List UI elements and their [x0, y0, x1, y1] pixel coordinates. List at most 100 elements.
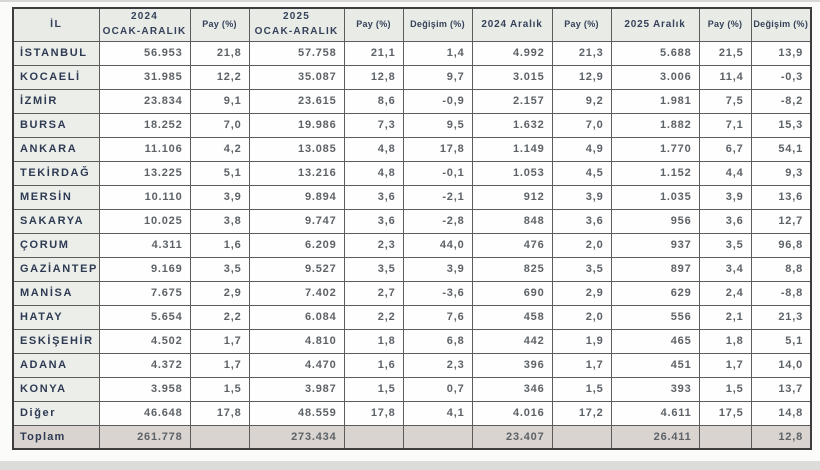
value-cell: 1,8 [343, 328, 404, 354]
value-cell: 5,1 [750, 328, 812, 354]
value-cell: 9.169 [98, 256, 191, 282]
value-cell: 3,4 [698, 256, 752, 282]
value-cell: 1.149 [471, 136, 553, 162]
column-header: Pay (%) [189, 7, 250, 42]
bottom-bar [0, 461, 820, 470]
value-cell: 3,9 [698, 184, 752, 210]
value-cell: 13.225 [98, 160, 191, 186]
value-cell: 7,3 [343, 112, 404, 138]
value-cell: 5.688 [610, 40, 700, 66]
value-cell: 9.894 [248, 184, 345, 210]
column-header: 2025 OCAK-ARALIK [248, 7, 345, 42]
table-row: ÇORUM 4.311 1,6 6.209 2,3 44,0 476 2,0 937 3,5 96,… [12, 232, 812, 258]
value-cell: 6,8 [402, 328, 473, 354]
value-cell: 7,0 [189, 112, 250, 138]
table-row: Diğer 46.648 17,8 48.559 17,8 4,1 4.016 17,2 4.6… [12, 400, 812, 426]
value-cell: 17,8 [189, 400, 250, 426]
row-label-cell: BURSA [12, 112, 100, 138]
value-cell: -0,3 [750, 64, 812, 90]
value-cell: 912 [471, 184, 553, 210]
value-cell: 21,3 [750, 304, 812, 330]
value-cell: 26.411 [610, 424, 700, 450]
value-cell: 7,5 [698, 88, 752, 114]
value-cell: 2,9 [189, 280, 250, 306]
value-cell: 13,7 [750, 376, 812, 402]
value-cell: 1,5 [551, 376, 612, 402]
value-cell: 3,9 [402, 256, 473, 282]
value-cell: 3,8 [189, 208, 250, 234]
value-cell: 21,3 [551, 40, 612, 66]
column-header: 2024 OCAK-ARALIK [98, 7, 191, 42]
value-cell: 3.958 [98, 376, 191, 402]
value-cell: 13,6 [750, 184, 812, 210]
value-cell: 11,4 [698, 64, 752, 90]
row-label-cell: TEKİRDAĞ [12, 160, 100, 186]
row-label-cell: Toplam [12, 424, 100, 450]
value-cell: 1,7 [189, 352, 250, 378]
value-cell: 4,9 [551, 136, 612, 162]
value-cell: 848 [471, 208, 553, 234]
row-label-cell: MERSİN [12, 184, 100, 210]
value-cell [551, 424, 612, 450]
column-header: 2024 Aralık [471, 7, 553, 42]
value-cell: 44,0 [402, 232, 473, 258]
value-cell: 3,6 [343, 184, 404, 210]
value-cell [402, 424, 473, 450]
table-row: ANKARA 11.106 4,2 13.085 4,8 17,8 1.149 4,9 1.77… [12, 136, 812, 162]
table-header: İL 2024 OCAK-ARALIK Pay (%) 2025 OCAK-ARALI… [12, 7, 812, 42]
value-cell: 2,3 [343, 232, 404, 258]
value-cell: 14,8 [750, 400, 812, 426]
value-cell: 3,9 [189, 184, 250, 210]
value-cell: 18.252 [98, 112, 191, 138]
value-cell: 825 [471, 256, 553, 282]
value-cell: -0,9 [402, 88, 473, 114]
value-cell: 3,5 [698, 232, 752, 258]
value-cell: 3,9 [551, 184, 612, 210]
value-cell: 23.834 [98, 88, 191, 114]
value-cell: 54,1 [750, 136, 812, 162]
row-label-cell: HATAY [12, 304, 100, 330]
value-cell: 346 [471, 376, 553, 402]
value-cell: 21,5 [698, 40, 752, 66]
value-cell: 96,8 [750, 232, 812, 258]
value-cell: 5,1 [189, 160, 250, 186]
value-cell [189, 424, 250, 450]
value-cell: -0,1 [402, 160, 473, 186]
column-header: Pay (%) [698, 7, 752, 42]
value-cell: 4,5 [551, 160, 612, 186]
table-row: MANİSA 7.675 2,9 7.402 2,7 -3,6 690 2,9 629 2,4 -8… [12, 280, 812, 306]
value-cell [698, 424, 752, 450]
value-cell: 13,9 [750, 40, 812, 66]
value-cell: 4.502 [98, 328, 191, 354]
value-cell: 2,7 [343, 280, 404, 306]
value-cell: 23.407 [471, 424, 553, 450]
value-cell: 273.434 [248, 424, 345, 450]
table-row: İSTANBUL 56.953 21,8 57.758 21,1 1,4 4.992 21,3… [12, 40, 812, 66]
total-row: Toplam 261.778 273.434 23.407 26.411 12,8 [12, 424, 812, 450]
value-cell: 4,8 [343, 136, 404, 162]
value-cell: 21,1 [343, 40, 404, 66]
value-cell: 4.311 [98, 232, 191, 258]
value-cell: 4.992 [471, 40, 553, 66]
value-cell: 10.110 [98, 184, 191, 210]
value-cell: 476 [471, 232, 553, 258]
value-cell: 8,8 [750, 256, 812, 282]
value-cell: 442 [471, 328, 553, 354]
value-cell: 3.987 [248, 376, 345, 402]
top-hairline [0, 0, 820, 2]
value-cell: 1,5 [698, 376, 752, 402]
table-row: KONYA 3.958 1,5 3.987 1,5 0,7 346 1,5 393 1,5 13,7 [12, 376, 812, 402]
value-cell: 1.770 [610, 136, 700, 162]
value-cell: 0,7 [402, 376, 473, 402]
value-cell: 12,2 [189, 64, 250, 90]
value-cell: 4.372 [98, 352, 191, 378]
table-row: ESKİŞEHİR 4.502 1,7 4.810 1,8 6,8 442 1,9 465 1,8… [12, 328, 812, 354]
table-row: KOCAELİ 31.985 12,2 35.087 12,8 9,7 3.015 12,9 3… [12, 64, 812, 90]
value-cell: 5.654 [98, 304, 191, 330]
value-cell: 4.810 [248, 328, 345, 354]
value-cell: 4,1 [402, 400, 473, 426]
value-cell: 2.157 [471, 88, 553, 114]
table-row: TEKİRDAĞ 13.225 5,1 13.216 4,8 -0,1 1.053 4,5 1.… [12, 160, 812, 186]
value-cell: 2,4 [698, 280, 752, 306]
